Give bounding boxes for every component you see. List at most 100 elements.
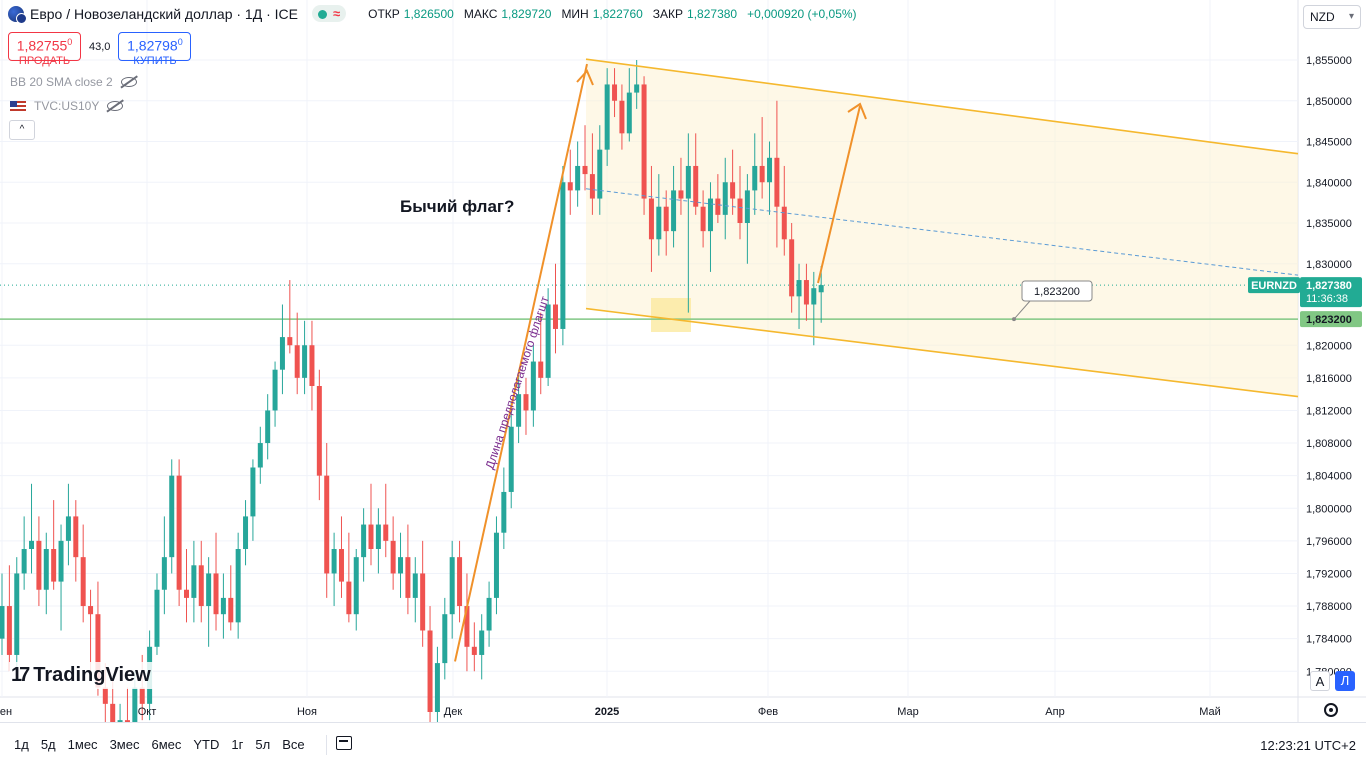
ohlc-close-label: ЗАКР	[652, 6, 684, 21]
x-tick-label: Апр	[1045, 706, 1064, 718]
market-status-pill[interactable]: ≈	[311, 5, 347, 22]
collapse-legend-button[interactable]: ^	[9, 120, 35, 140]
candle-body	[774, 157, 780, 207]
candle-body	[597, 149, 603, 199]
candle-body	[198, 565, 204, 607]
candle-body	[287, 337, 293, 346]
buy-button[interactable]: 1,827980 КУПИТЬ	[118, 32, 192, 67]
channel-mid-line	[585, 188, 1299, 276]
y-tick-label: 1,855000	[1306, 55, 1352, 67]
candle-body	[693, 165, 699, 207]
ohlc-open-value: 1,826500	[403, 6, 454, 21]
candle-body	[434, 663, 440, 712]
annotation-bull-flag: Бычий флаг?	[400, 197, 514, 216]
range-1d[interactable]: 1д	[14, 737, 29, 752]
candle-body	[169, 475, 175, 558]
range-ytd[interactable]: YTD	[193, 737, 220, 752]
bottom-toolbar: 1д 5д 1мес 3мес 6мес YTD 1г 5л Все 12:23…	[0, 722, 1366, 769]
candle-body	[722, 182, 728, 215]
y-tick-label: 1,840000	[1306, 177, 1352, 189]
market-open-dot-icon	[317, 10, 327, 19]
candle-body	[302, 345, 308, 378]
candle-body	[88, 606, 94, 615]
candle-body	[781, 206, 787, 240]
auto-scale-button[interactable]: A	[1310, 671, 1330, 691]
settings-gear-icon[interactable]	[1324, 703, 1338, 717]
candle-body	[294, 345, 300, 378]
y-tick-label: 1,845000	[1306, 137, 1352, 149]
hidden-eye-icon[interactable]	[107, 101, 124, 111]
candle-body	[250, 467, 256, 517]
candle-body	[737, 198, 743, 223]
last-price-tag	[1300, 277, 1362, 308]
tradingview-logo-text: TradingView	[33, 664, 151, 686]
data-delay-icon: ≈	[332, 6, 341, 21]
buy-price: 1,82798	[127, 37, 178, 54]
candle-body	[80, 557, 86, 607]
range-1y[interactable]: 1г	[231, 737, 244, 752]
clock-time[interactable]: 12:23:21 UTC+2	[1260, 738, 1356, 753]
candle-body	[21, 549, 27, 574]
candle-body	[324, 475, 330, 574]
level-price-value: 1,823200	[1306, 314, 1352, 326]
candle-body	[685, 165, 691, 199]
candle-body	[715, 198, 721, 215]
flagpole-line	[454, 63, 588, 662]
candle-body	[464, 606, 470, 647]
y-tick-label: 1,816000	[1306, 373, 1352, 385]
range-3m[interactable]: 3мес	[109, 737, 140, 752]
indicator-bb[interactable]: BB 20 SMA close 2	[10, 75, 137, 89]
chart-overlays	[0, 59, 1298, 397]
currency-selector[interactable]: NZD	[1303, 5, 1361, 29]
range-1m[interactable]: 1мес	[67, 737, 98, 752]
sell-price: 1,82755	[16, 37, 68, 54]
price-axis: 1,855000 1,850000 1,845000 1,840000 1,835000…	[1248, 55, 1362, 678]
projection-arrowhead	[847, 102, 867, 120]
candle-body	[759, 165, 765, 183]
candle-body	[154, 589, 160, 647]
candle-body	[575, 165, 581, 191]
ohlc-high-label: МАКС	[463, 6, 498, 21]
candle-body	[279, 337, 285, 370]
log-scale-button[interactable]: Л	[1335, 671, 1355, 691]
range-5y[interactable]: 5л	[255, 737, 271, 752]
candle-body	[235, 549, 241, 623]
candle-body	[516, 394, 522, 427]
candle-body	[582, 165, 588, 175]
sell-button[interactable]: 1,827550 ПРОДАТЬ	[8, 32, 81, 67]
range-5d[interactable]: 5д	[40, 737, 56, 752]
range-6m[interactable]: 6мес	[151, 737, 182, 752]
candle-body	[508, 426, 514, 492]
candle-body	[767, 157, 773, 183]
y-tick-label: 1,812000	[1306, 405, 1352, 417]
x-tick-label: Май	[1199, 706, 1221, 718]
indicator-us10y[interactable]: TVC:US10Y	[10, 99, 124, 113]
candle-body	[161, 557, 167, 590]
symbol-title[interactable]: Евро / Новозеландский доллар · 1Д · ICE	[30, 5, 298, 22]
candle-body	[612, 84, 618, 101]
toolbar-divider	[326, 735, 327, 755]
candle-body	[545, 304, 551, 378]
y-tick-label: 1,788000	[1306, 601, 1352, 613]
candle-body	[538, 361, 544, 378]
symbol-tag-box	[1248, 277, 1300, 294]
tradingview-logo-icon: 17	[11, 664, 30, 686]
candle-body	[51, 549, 57, 582]
candle-body	[744, 190, 750, 223]
candle-body	[272, 369, 278, 411]
candle-body	[442, 614, 448, 664]
y-tick-label: 1,800000	[1306, 503, 1352, 515]
callout-box	[1021, 280, 1093, 302]
y-tick-label: 1,792000	[1306, 568, 1352, 580]
candle-body	[486, 597, 492, 631]
candle-body	[14, 573, 20, 655]
candle-body	[604, 84, 610, 150]
range-all[interactable]: Все	[282, 737, 305, 752]
x-tick-label: Дек	[444, 706, 463, 718]
tradingview-logo[interactable]: 17 TradingView	[9, 662, 153, 689]
hidden-eye-icon[interactable]	[120, 77, 137, 87]
candle-body	[707, 198, 713, 232]
ohlc-values: ОТКР 1,826500 МАКС 1,829720 МИН 1,822760 ЗА…	[368, 7, 862, 21]
go-to-date-icon[interactable]	[336, 736, 352, 750]
